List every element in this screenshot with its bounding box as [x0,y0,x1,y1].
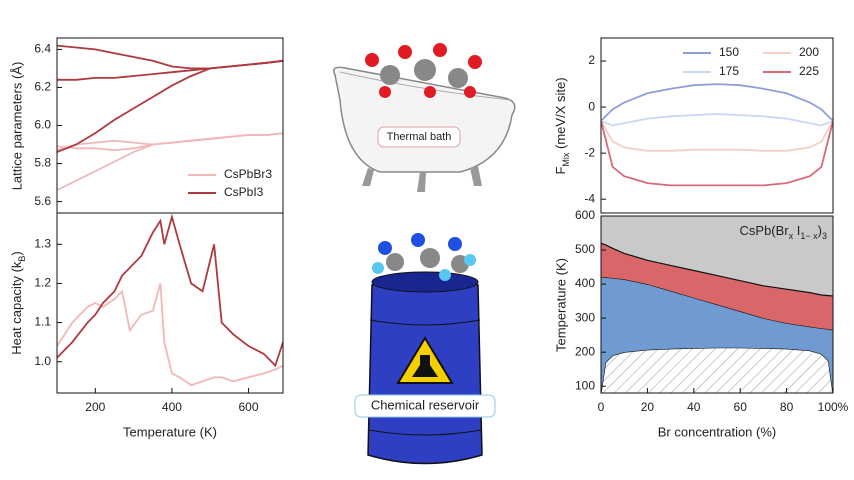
x-tick-label: 600 [239,400,259,414]
y-tick-label: 1.1 [34,315,51,329]
region-hatch [601,347,833,393]
y-axis-label: Lattice parameters (Å) [9,62,24,191]
series-line [601,113,833,127]
y-tick-label: 5.6 [34,194,51,208]
chart-title-part: CsPb(Br [740,223,790,238]
y-tick-label: -4 [584,191,595,205]
chemical-reservoir-illustration: Chemical reservoir [354,233,496,465]
x-tick-label: 200 [85,400,105,414]
y-tick-label: 200 [575,344,595,358]
y-axis-label: FMix (meV/X site) [553,77,571,174]
y-tick-label: 300 [575,310,595,324]
legend-label: 225 [799,64,819,78]
legend-label: CsPbI3 [224,185,264,199]
series-line [601,120,833,152]
legend-label: 200 [799,45,819,59]
y-tick-label: 5.8 [34,156,51,170]
y-tick-label: 1.3 [34,236,51,250]
chart-title-part: ) [818,223,822,238]
series-line [601,120,833,187]
plot-area [57,213,283,387]
x-axis-label: Temperature (K) [123,424,217,439]
y-axis-label-part: F [553,167,568,175]
y-tick-label: -2 [584,145,595,159]
y-axis-label-part: B [17,256,27,262]
chart-title-part: I [793,223,800,238]
series-line [57,283,283,387]
y-axis-label-part: Heat capacity (k [9,261,24,355]
legend-label: 175 [719,64,739,78]
thermal-bath-illustration: Thermal bath [333,43,516,192]
x-tick-label: 0 [598,400,605,414]
x-tick-label: 60 [734,400,748,414]
y-tick-label: 6.2 [34,80,51,94]
plot-frame [600,215,834,394]
x-tick-label: 40 [687,400,701,414]
x-tick-label: 20 [641,400,655,414]
plot-frame [600,37,834,214]
y-tick-label: 1.2 [34,276,51,290]
reservoir-label: Chemical reservoir [371,397,480,412]
chart-title-part: 1− x [800,231,818,241]
y-tick-label: 400 [575,276,595,290]
y-tick-label: 100 [575,378,595,392]
plot-frame [56,212,284,394]
plot-area [601,216,833,393]
x-tick-label: 400 [162,400,182,414]
series-line [57,213,283,368]
chart-title-part: 3 [822,231,827,241]
y-axis-label: Heat capacity (kB) [9,251,27,355]
y-axis-label-part: Mix [561,152,571,166]
x-axis-label: Br concentration (%) [658,424,777,439]
y-tick-label: 1.0 [34,354,51,368]
legend-label: CsPbBr3 [224,167,272,181]
series-line [57,59,283,153]
bath-label: Thermal bath [387,131,452,143]
series-line [57,132,283,192]
y-tick-label: 500 [575,242,595,256]
y-tick-label: 6.0 [34,118,51,132]
y-tick-label: 0 [588,99,595,113]
region [601,277,833,393]
y-axis-label: Temperature (K) [553,258,568,352]
y-tick-label: 600 [575,208,595,222]
y-axis-label-part: ) [9,251,24,255]
plot-area [57,44,283,192]
y-tick-label: 6.4 [34,42,51,56]
region [601,243,833,331]
series-line [601,83,833,122]
y-tick-label: 2 [588,53,595,67]
chart-title-part: x [789,231,794,241]
x-tick-label: 100% [818,400,849,414]
boundary [601,242,833,297]
plot-area [601,83,833,187]
y-axis-label-part: (meV/X site) [553,77,568,152]
chart-title: CsPb(Brx I1− x)3 [740,223,827,241]
legend-label: 150 [719,45,739,59]
x-tick-label: 80 [780,400,794,414]
